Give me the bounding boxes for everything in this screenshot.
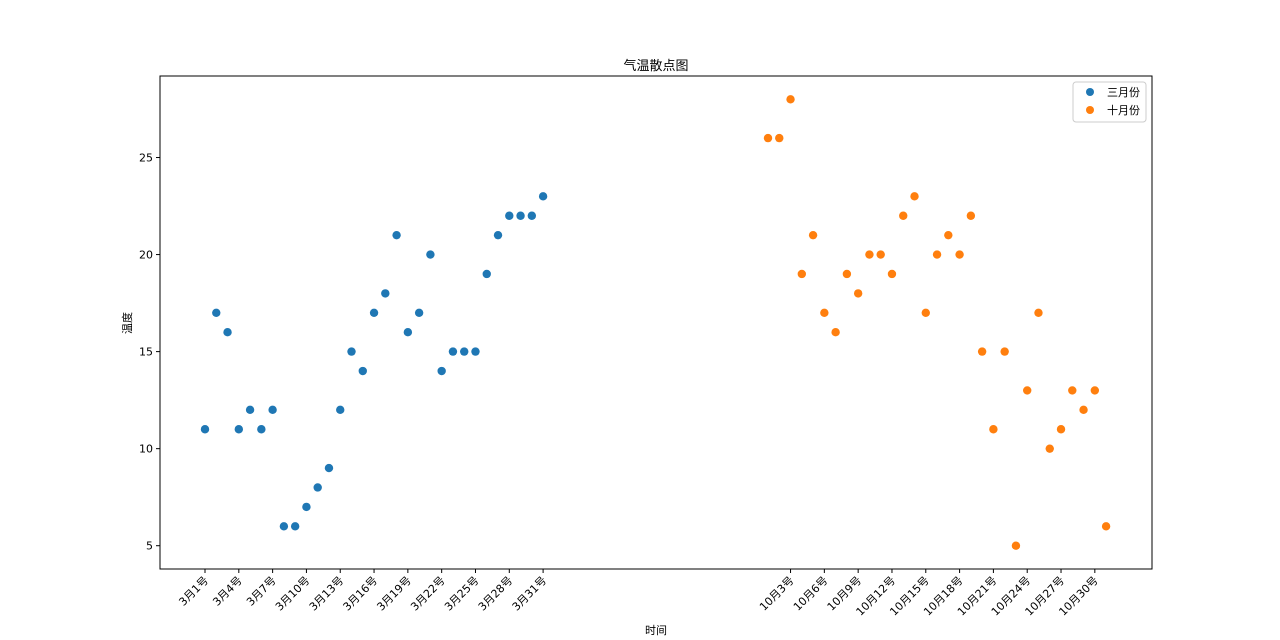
march-point <box>223 328 232 337</box>
y-tick-label: 5 <box>146 540 153 553</box>
march-point <box>200 425 210 434</box>
march-point <box>347 347 356 356</box>
october-point <box>1090 386 1100 395</box>
march-point <box>437 366 446 376</box>
march-point <box>245 405 255 415</box>
march-point <box>414 308 424 317</box>
october-point <box>1101 522 1111 531</box>
october-point <box>910 192 919 201</box>
october-point <box>820 308 829 317</box>
x-tick-label: 3月31号 <box>510 574 550 614</box>
plot-area-frame <box>159 75 1153 570</box>
october-point <box>899 211 908 220</box>
y-axis: 5 10 15 20 25 <box>139 152 160 553</box>
x-tick-label: 3月22号 <box>408 574 448 614</box>
october-point <box>977 347 987 356</box>
october-point <box>1056 425 1066 434</box>
october-point <box>865 250 874 259</box>
october-point <box>1023 386 1032 395</box>
october-point <box>808 230 818 240</box>
october-point <box>921 308 930 317</box>
march-point <box>403 328 413 337</box>
october-point <box>887 269 897 279</box>
x-tick-label: 3月4号 <box>210 574 245 609</box>
march-point <box>212 308 221 317</box>
october-point <box>1000 347 1009 356</box>
x-tick-label: 3月10号 <box>273 574 313 614</box>
october-point <box>966 211 976 220</box>
march-point <box>234 425 244 434</box>
legend-marker <box>1086 88 1094 96</box>
y-tick-label: 15 <box>139 346 153 359</box>
october-point <box>944 230 953 240</box>
march-point <box>268 405 277 415</box>
october-point <box>775 133 784 143</box>
march-point <box>279 522 289 531</box>
march-point <box>257 425 266 434</box>
october-point <box>786 95 795 104</box>
october-point <box>1011 541 1021 550</box>
october-point <box>763 133 773 143</box>
march-point <box>426 250 435 259</box>
x-tick-label: 3月25号 <box>442 574 482 614</box>
october-point <box>842 269 852 279</box>
march-point <box>336 405 345 415</box>
march-point <box>369 308 379 317</box>
march-point <box>516 211 525 220</box>
october-point <box>853 289 863 298</box>
march-point <box>527 211 537 220</box>
march-point <box>381 289 390 298</box>
march-point <box>471 347 480 356</box>
chart-title: 气温散点图 <box>623 58 688 74</box>
march-point <box>460 347 469 356</box>
x-tick-label: 3月13号 <box>307 574 347 614</box>
october-point <box>797 269 807 279</box>
october-point <box>831 328 840 337</box>
legend-label: 三月份 <box>1107 86 1140 99</box>
x-tick-label: 3月19号 <box>374 574 414 614</box>
x-tick-label: 10月3号 <box>757 574 797 614</box>
x-axis-label: 时间 <box>645 624 667 637</box>
march-point <box>290 522 300 531</box>
y-tick-label: 10 <box>139 443 153 456</box>
y-tick-label: 25 <box>139 152 153 165</box>
y-tick-label: 20 <box>139 249 153 262</box>
legend-label: 十月份 <box>1107 103 1140 117</box>
x-tick-label: 10月6号 <box>791 574 831 614</box>
october-point <box>876 250 885 259</box>
october-point <box>989 425 998 434</box>
october-point <box>955 250 964 259</box>
october-point <box>1045 444 1054 453</box>
march-point <box>313 483 322 492</box>
october-point <box>1079 405 1088 415</box>
march-point <box>302 502 311 512</box>
x-axis: 3月1号 3月4号 3月7号3月10号3月13号3月16号3月19号3月22号3月2… <box>176 569 1101 618</box>
march-point <box>358 366 367 376</box>
x-tick-label: 3月1号 <box>176 574 211 609</box>
legend-marker <box>1086 106 1094 114</box>
october-point <box>932 250 942 259</box>
october-point <box>1068 386 1077 395</box>
march-point <box>448 347 458 356</box>
march-point <box>324 463 334 473</box>
march-point <box>493 230 503 240</box>
march-point <box>538 192 548 201</box>
chart-marks <box>200 95 1111 550</box>
march-point <box>482 269 491 279</box>
x-tick-label: 3月28号 <box>476 574 516 614</box>
march-point <box>505 211 514 220</box>
march-point <box>392 230 401 240</box>
x-tick-label: 3月16号 <box>341 574 381 614</box>
october-point <box>1034 308 1043 317</box>
y-axis-label: 温度 <box>120 312 134 334</box>
